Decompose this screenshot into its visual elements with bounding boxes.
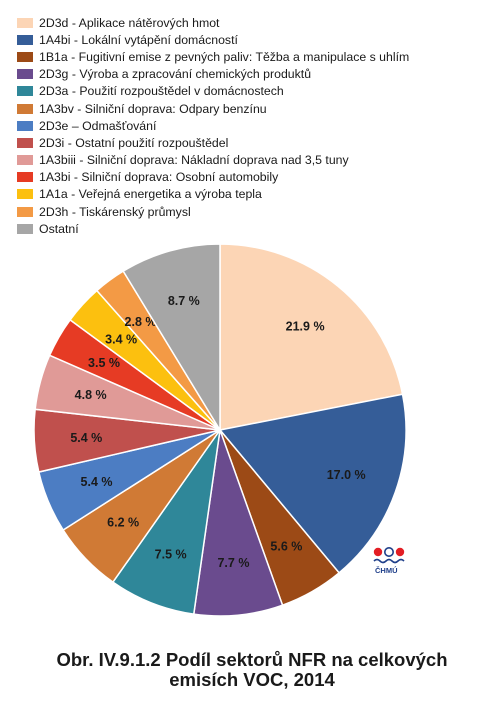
legend-item: 2D3i - Ostatní použití rozpouštědel [17,134,409,151]
slice-data-label: 2.8 % [125,315,157,329]
legend-label: 2D3i - Ostatní použití rozpouštědel [39,135,229,150]
chart-caption: Obr. IV.9.1.2 Podíl sektorů NFR na celko… [0,650,504,690]
legend-item: 1A1a - Veřejná energetika a výroba tepla [17,186,409,203]
pie-slice [219,243,404,431]
legend-swatch [17,120,33,131]
legend-label: 2D3g - Výroba a zpracování chemických pr… [39,67,312,82]
pie-slice [122,243,221,433]
legend-swatch [17,34,33,45]
legend-swatch [17,51,33,62]
legend-swatch [17,103,33,114]
slice-data-label: 7.5 % [155,547,187,561]
legend-swatch [17,155,33,166]
legend-item: Ostatní [17,220,409,237]
chart-legend: 2D3d - Aplikace nátěrových hmot 1A4bi - L… [17,14,409,237]
legend-swatch [17,17,33,28]
legend-label: 1B1a - Fugitivní emise z pevných paliv: … [39,49,410,64]
legend-label: 2D3h - Tiskárenský průmysl [39,204,191,219]
slice-data-label: 5.4 % [70,431,102,445]
slice-data-label: 17.0 % [327,468,366,482]
legend-swatch [17,223,33,234]
logo-dot-right [395,547,405,557]
logo-dot-left [373,547,383,557]
legend-label: 1A1a - Veřejná energetika a výroba tepla [39,187,262,202]
pie-chart: 21.9 % 17.0 % 5.6 % 7.7 % 7.5 % 6.2 % 5.4 % 5.4… [33,243,407,617]
legend-label: 1A3biii - Silniční doprava: Nákladní dop… [39,153,349,168]
legend-item: 2D3a - Použití rozpouštědel v domácnoste… [17,83,409,100]
slice-data-label: 8.7 % [168,294,200,308]
legend-item: 1A4bi - Lokální vytápění domácností [17,31,409,48]
legend-item: 2D3h - Tiskárenský průmysl [17,203,409,220]
legend-label: 2D3a - Použití rozpouštědel v domácnoste… [39,84,284,99]
legend-item: 2D3g - Výroba a zpracování chemických pr… [17,66,409,83]
slice-data-label: 3.5 % [88,356,120,370]
legend-label: 2D3d - Aplikace nátěrových hmot [39,15,220,30]
caption-line-1: Obr. IV.9.1.2 Podíl sektorů NFR na celko… [56,649,448,670]
legend-label: 2D3e – Odmašťování [39,118,157,133]
slice-data-label: 7.7 % [217,556,249,570]
legend-item: 2D3e – Odmašťování [17,117,409,134]
legend-item: 1A3bv - Silniční doprava: Odpary benzínu [17,100,409,117]
chmu-logo: ČHMÚ [373,547,405,575]
legend-swatch [17,206,33,217]
legend-label: 1A3bi - Silniční doprava: Osobní automob… [39,170,279,185]
slice-data-label: 3.4 % [105,333,137,347]
legend-swatch [17,137,33,148]
legend-label: Ostatní [39,221,79,236]
caption-line-2: emisích VOC, 2014 [169,669,335,690]
legend-item: 1A3biii - Silniční doprava: Nákladní dop… [17,152,409,169]
legend-item: 1B1a - Fugitivní emise z pevných paliv: … [17,48,409,65]
legend-swatch [17,172,33,183]
pie-slice [218,393,407,574]
legend-swatch [17,189,33,200]
legend-swatch [17,86,33,97]
logo-ring-middle [384,547,394,557]
slice-data-label: 5.4 % [81,475,113,489]
slice-data-label: 21.9 % [286,320,325,334]
legend-item: 2D3d - Aplikace nátěrových hmot [17,14,409,31]
slice-data-label: 4.8 % [75,388,107,402]
logo-wave [373,558,405,564]
legend-swatch [17,69,33,80]
logo-text: ČHMÚ [375,566,398,575]
legend-label: 1A3bv - Silniční doprava: Odpary benzínu [39,101,267,116]
slice-data-label: 5.6 % [270,539,302,553]
legend-label: 1A4bi - Lokální vytápění domácností [39,32,238,47]
slice-data-label: 6.2 % [107,516,139,530]
legend-item: 1A3bi - Silniční doprava: Osobní automob… [17,169,409,186]
